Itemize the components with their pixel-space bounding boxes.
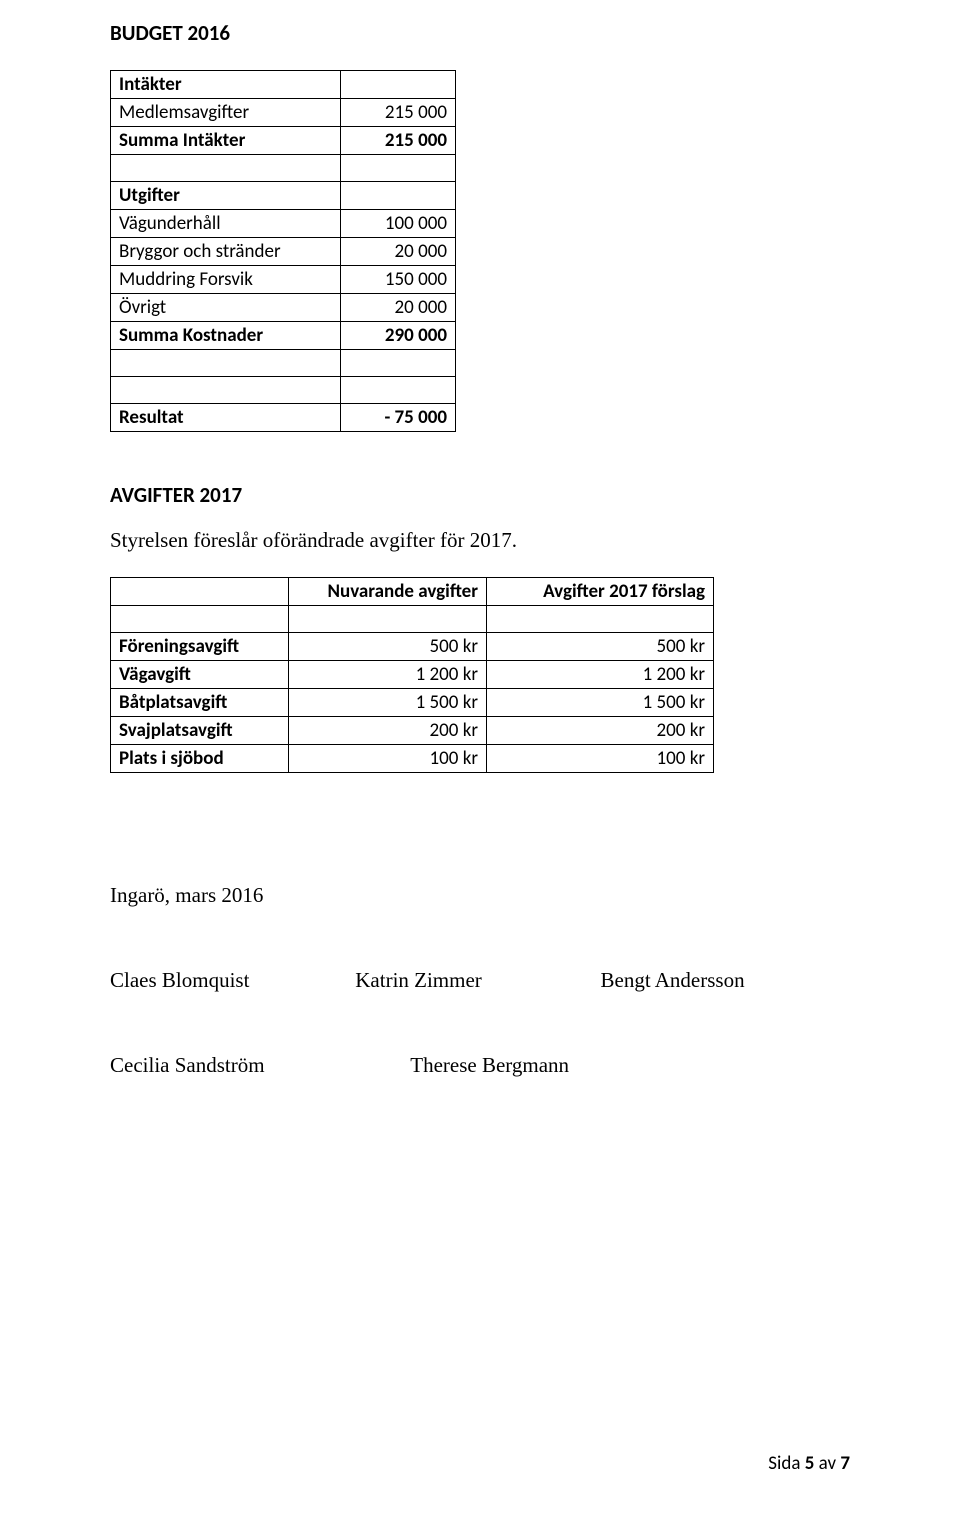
budget-table: IntäkterMedlemsavgifter215 000Summa Intä… — [110, 70, 456, 432]
document-page: BUDGET 2016 IntäkterMedlemsavgifter215 0… — [0, 0, 960, 1515]
budget-value: 20 000 — [341, 238, 456, 266]
fees-intro: Styrelsen föreslår oförändrade avgifter … — [110, 528, 850, 553]
budget-label: Summa Intäkter — [111, 127, 341, 155]
signature-name: Bengt Andersson — [601, 968, 745, 993]
table-row: Resultat- 75 000 — [111, 404, 456, 432]
table-row: Summa Kostnader290 000 — [111, 322, 456, 350]
table-row — [111, 155, 456, 182]
fee-current: 1 500 kr — [289, 689, 487, 717]
budget-label: Övrigt — [111, 294, 341, 322]
table-row: Summa Intäkter215 000 — [111, 127, 456, 155]
fees-header-row: Nuvarande avgifter Avgifter 2017 förslag — [111, 578, 714, 606]
budget-value: 215 000 — [341, 127, 456, 155]
budget-value: 290 000 — [341, 322, 456, 350]
footer-page-total: 7 — [840, 1452, 850, 1475]
fee-label: Plats i sjöbod — [111, 745, 289, 773]
budget-value: 20 000 — [341, 294, 456, 322]
table-row: Båtplatsavgift1 500 kr1 500 kr — [111, 689, 714, 717]
budget-label: Resultat — [111, 404, 341, 432]
fees-heading: AVGIFTER 2017 — [110, 482, 850, 508]
budget-value — [341, 71, 456, 99]
budget-value — [341, 155, 456, 182]
budget-label: Bryggor och stränder — [111, 238, 341, 266]
budget-value: 100 000 — [341, 210, 456, 238]
budget-label: Vägunderhåll — [111, 210, 341, 238]
fee-proposed: 200 kr — [487, 717, 714, 745]
footer-mid: av — [814, 1452, 840, 1475]
table-row: Bryggor och stränder20 000 — [111, 238, 456, 266]
table-row: Utgifter — [111, 182, 456, 210]
fee-current: 1 200 kr — [289, 661, 487, 689]
signature-name: Katrin Zimmer — [355, 968, 595, 993]
table-row: Vägavgift1 200 kr1 200 kr — [111, 661, 714, 689]
budget-value — [341, 182, 456, 210]
signature-name: Cecilia Sandström — [110, 1053, 405, 1078]
fees-table-body: Föreningsavgift500 kr500 krVägavgift1 20… — [111, 606, 714, 773]
budget-label — [111, 377, 341, 404]
budget-label: Summa Kostnader — [111, 322, 341, 350]
table-row: Vägunderhåll100 000 — [111, 210, 456, 238]
budget-value — [341, 377, 456, 404]
budget-label: Intäkter — [111, 71, 341, 99]
signatures-row-2: Cecilia Sandström Therese Bergmann — [110, 1053, 850, 1078]
table-row: Muddring Forsvik150 000 — [111, 266, 456, 294]
fee-proposed: 1 500 kr — [487, 689, 714, 717]
fee-current: 100 kr — [289, 745, 487, 773]
table-row: Intäkter — [111, 71, 456, 99]
fee-current: 500 kr — [289, 633, 487, 661]
budget-label — [111, 350, 341, 377]
fee-proposed: 1 200 kr — [487, 661, 714, 689]
table-row: Svajplatsavgift200 kr200 kr — [111, 717, 714, 745]
fee-current: 200 kr — [289, 717, 487, 745]
fee-proposed: 500 kr — [487, 633, 714, 661]
page-footer: Sida 5 av 7 — [768, 1452, 850, 1475]
footer-prefix: Sida — [768, 1452, 804, 1475]
fee-label: Föreningsavgift — [111, 633, 289, 661]
budget-label: Muddring Forsvik — [111, 266, 341, 294]
budget-table-body: IntäkterMedlemsavgifter215 000Summa Intä… — [111, 71, 456, 432]
table-row: Plats i sjöbod100 kr100 kr — [111, 745, 714, 773]
signature-name: Claes Blomquist — [110, 968, 350, 993]
fees-table: Nuvarande avgifter Avgifter 2017 förslag… — [110, 577, 714, 773]
signature-name: Therese Bergmann — [410, 1053, 569, 1078]
budget-label: Utgifter — [111, 182, 341, 210]
table-row: Föreningsavgift500 kr500 kr — [111, 633, 714, 661]
fees-header-proposed: Avgifter 2017 förslag — [487, 578, 714, 606]
fee-proposed: 100 kr — [487, 745, 714, 773]
table-row: Medlemsavgifter215 000 — [111, 99, 456, 127]
table-row: Övrigt20 000 — [111, 294, 456, 322]
location-date: Ingarö, mars 2016 — [110, 883, 850, 908]
signatures-row-1: Claes Blomquist Katrin Zimmer Bengt Ande… — [110, 968, 850, 993]
fees-header-current: Nuvarande avgifter — [289, 578, 487, 606]
footer-page-num: 5 — [805, 1452, 815, 1475]
fees-spacer-row — [111, 606, 714, 633]
budget-value: 215 000 — [341, 99, 456, 127]
fee-label: Svajplatsavgift — [111, 717, 289, 745]
page-title: BUDGET 2016 — [110, 20, 850, 46]
budget-value — [341, 350, 456, 377]
budget-label: Medlemsavgifter — [111, 99, 341, 127]
table-row — [111, 350, 456, 377]
fees-header-empty — [111, 578, 289, 606]
budget-label — [111, 155, 341, 182]
budget-value: - 75 000 — [341, 404, 456, 432]
fee-label: Vägavgift — [111, 661, 289, 689]
budget-value: 150 000 — [341, 266, 456, 294]
table-row — [111, 377, 456, 404]
fee-label: Båtplatsavgift — [111, 689, 289, 717]
